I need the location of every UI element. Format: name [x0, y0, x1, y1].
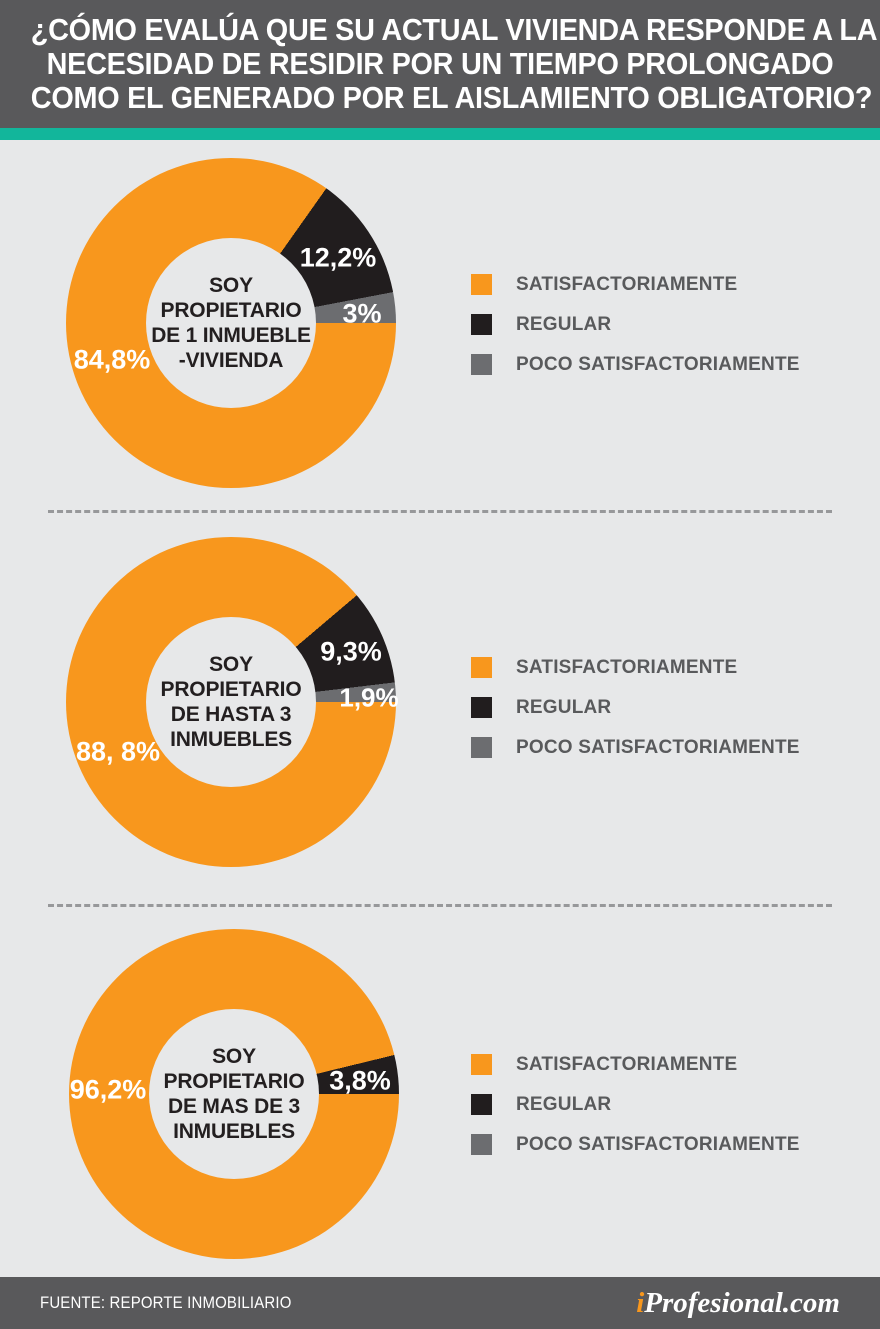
- legend-item-satisfactoriamente: SATISFACTORIAMENTE: [471, 657, 800, 678]
- donut-1-gray-slice-value: 3%: [342, 298, 382, 329]
- donut-chart-2: SOY PROPIETARIO DE HASTA 3 INMUEBLES 88,…: [66, 537, 399, 867]
- donut-chart-3: SOY PROPIETARIO DE MAS DE 3 INMUEBLES 96…: [69, 929, 399, 1259]
- orange-swatch-icon: [471, 1054, 492, 1075]
- legend-item-regular: REGULAR: [471, 1094, 800, 1115]
- donut-2-center-line: DE HASTA 3: [170, 703, 292, 726]
- page-title-line-3: COMO EL GENERADO POR EL AISLAMIENTO OBLI…: [30, 80, 873, 115]
- legend-label: POCO SATISFACTORIAMENTE: [516, 1133, 800, 1155]
- donut-3-center-line: SOY: [212, 1045, 256, 1068]
- orange-swatch-icon: [471, 274, 492, 295]
- donut-2-orange-slice-value: 88, 8%: [75, 736, 161, 767]
- donut-chart-1: SOY PROPIETARIO DE 1 INMUEBLE -VIVIENDA …: [66, 158, 396, 488]
- legend-label: SATISFACTORIAMENTE: [516, 656, 738, 678]
- legend-3: SATISFACTORIAMENTE REGULAR POCO SATISFAC…: [471, 1054, 800, 1155]
- legend-item-poco-satisfactoriamente: POCO SATISFACTORIAMENTE: [471, 1134, 800, 1155]
- legend-label: POCO SATISFACTORIAMENTE: [516, 736, 800, 758]
- donut-3-hole: SOY PROPIETARIO DE MAS DE 3 INMUEBLES: [149, 1009, 319, 1179]
- iprofesional-logo: iProfesional.com: [636, 1287, 840, 1320]
- footer: FUENTE: REPORTE INMOBILIARIO iProfesiona…: [0, 1277, 880, 1329]
- gray-swatch-icon: [471, 737, 492, 758]
- page-title-line-1: ¿CÓMO EVALÚA QUE SU ACTUAL VIVIENDA RESP…: [30, 12, 878, 47]
- donut-1-center-line: SOY: [209, 274, 253, 297]
- donut-2-center-line: INMUEBLES: [170, 728, 292, 751]
- legend-item-regular: REGULAR: [471, 697, 800, 718]
- donut-1-hole: SOY PROPIETARIO DE 1 INMUEBLE -VIVIENDA: [146, 238, 316, 408]
- legend-2: SATISFACTORIAMENTE REGULAR POCO SATISFAC…: [471, 657, 800, 758]
- legend-label: SATISFACTORIAMENTE: [516, 1053, 738, 1075]
- donut-3-center-line: INMUEBLES: [173, 1120, 295, 1143]
- donut-1-center-label: SOY PROPIETARIO DE 1 INMUEBLE -VIVIENDA: [151, 273, 311, 373]
- donut-1-center-line: DE 1 INMUEBLE: [151, 324, 311, 347]
- black-swatch-icon: [471, 697, 492, 718]
- logo-rest: Profesional.com: [644, 1286, 840, 1319]
- legend-label: REGULAR: [516, 696, 612, 718]
- gray-swatch-icon: [471, 1134, 492, 1155]
- header: ¿CÓMO EVALÚA QUE SU ACTUAL VIVIENDA RESP…: [0, 0, 880, 128]
- legend-label: POCO SATISFACTORIAMENTE: [516, 353, 800, 375]
- donut-3-center-line: DE MAS DE 3: [168, 1095, 300, 1118]
- donut-1-center-line: -VIVIENDA: [178, 349, 284, 372]
- page-title-line-2: NECESIDAD DE RESIDIR POR UN TIEMPO PROLO…: [46, 46, 834, 81]
- source-text: FUENTE: REPORTE INMOBILIARIO: [40, 1293, 292, 1312]
- donut-3-center-label: SOY PROPIETARIO DE MAS DE 3 INMUEBLES: [164, 1044, 305, 1144]
- legend-item-poco-satisfactoriamente: POCO SATISFACTORIAMENTE: [471, 354, 800, 375]
- donut-2-center-line: SOY: [209, 653, 253, 676]
- logo-i: i: [636, 1286, 645, 1319]
- donut-3-center-line: PROPIETARIO: [163, 1070, 305, 1093]
- donut-2-gray-slice-value: 1,9%: [339, 682, 399, 713]
- donut-1-black-slice-value: 12,2%: [299, 242, 377, 273]
- accent-bar: [0, 128, 880, 140]
- legend-item-satisfactoriamente: SATISFACTORIAMENTE: [471, 274, 800, 295]
- donut-1-center-line: PROPIETARIO: [160, 299, 302, 322]
- donut-3-black-slice-value: 3,8%: [329, 1065, 391, 1096]
- gray-swatch-icon: [471, 354, 492, 375]
- donut-2-center-line: PROPIETARIO: [160, 678, 302, 701]
- black-swatch-icon: [471, 1094, 492, 1115]
- orange-swatch-icon: [471, 657, 492, 678]
- legend-item-satisfactoriamente: SATISFACTORIAMENTE: [471, 1054, 800, 1075]
- legend-label: REGULAR: [516, 313, 612, 335]
- section-divider-1: [48, 510, 832, 513]
- legend-1: SATISFACTORIAMENTE REGULAR POCO SATISFAC…: [471, 274, 800, 375]
- donut-2-black-slice-value: 9,3%: [320, 636, 382, 667]
- donut-3-orange-slice-value: 96,2%: [69, 1074, 147, 1105]
- legend-item-poco-satisfactoriamente: POCO SATISFACTORIAMENTE: [471, 737, 800, 758]
- black-swatch-icon: [471, 314, 492, 335]
- legend-label: REGULAR: [516, 1093, 612, 1115]
- legend-label: SATISFACTORIAMENTE: [516, 273, 738, 295]
- section-divider-2: [48, 904, 832, 907]
- donut-2-hole: SOY PROPIETARIO DE HASTA 3 INMUEBLES: [146, 617, 316, 787]
- donut-2-center-label: SOY PROPIETARIO DE HASTA 3 INMUEBLES: [161, 652, 302, 752]
- legend-item-regular: REGULAR: [471, 314, 800, 335]
- donut-1-orange-slice-value: 84,8%: [73, 344, 151, 375]
